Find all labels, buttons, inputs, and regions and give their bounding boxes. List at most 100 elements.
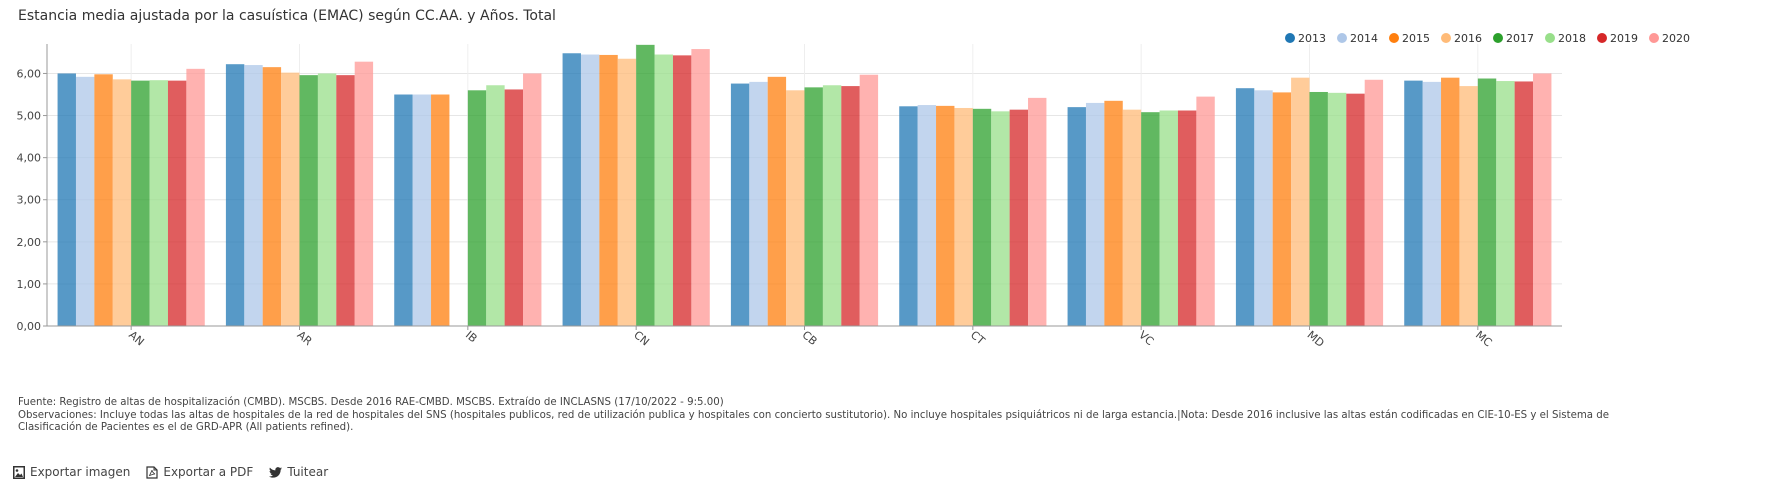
bar-MC-2013[interactable] — [1404, 80, 1423, 326]
legend-label-2017[interactable]: 2017 — [1506, 32, 1534, 45]
bar-AR-2020[interactable] — [354, 61, 374, 326]
bar-CN-2020[interactable] — [691, 49, 710, 326]
bar-AN-2014[interactable] — [75, 76, 95, 326]
bar-CN-2013[interactable] — [562, 53, 581, 326]
bar-MC-2019[interactable] — [1514, 81, 1534, 326]
legend-label-2015[interactable]: 2015 — [1402, 32, 1430, 45]
legend-label-2020[interactable]: 2020 — [1662, 32, 1690, 45]
bar-MD-2019[interactable] — [1346, 93, 1365, 326]
bar-CT-2020[interactable] — [1028, 97, 1047, 326]
bar-CN-2016[interactable] — [617, 58, 637, 326]
bar-CB-2019[interactable] — [841, 86, 860, 326]
bar-AN-2016[interactable] — [112, 79, 132, 326]
bar-AN-2020[interactable] — [186, 68, 205, 327]
bar-CT-2014[interactable] — [917, 105, 937, 327]
legend-swatch-2020[interactable] — [1649, 33, 1659, 43]
bar-AR-2014[interactable] — [244, 65, 263, 327]
bar-CN-2017[interactable] — [636, 44, 655, 326]
legend-swatch-2014[interactable] — [1337, 33, 1347, 43]
bar-VC-2016[interactable] — [1122, 109, 1142, 326]
bar-VC-2018[interactable] — [1159, 110, 1178, 326]
bar-IB-2014[interactable] — [412, 94, 432, 326]
legend-swatch-2017[interactable] — [1493, 33, 1503, 43]
bar-VC-2014[interactable] — [1085, 102, 1105, 326]
bar-CB-2014[interactable] — [749, 81, 768, 326]
bar-IB-2019[interactable] — [504, 89, 524, 326]
legend-swatch-2019[interactable] — [1597, 33, 1607, 43]
bar-CT-2013[interactable] — [899, 106, 918, 326]
bar-MD-2014[interactable] — [1254, 90, 1273, 326]
x-tick-label: AR — [295, 328, 315, 348]
bar-AR-2015[interactable] — [262, 67, 282, 326]
bar-CB-2013[interactable] — [730, 83, 750, 326]
legend-swatch-2015[interactable] — [1389, 33, 1399, 43]
export-image-button[interactable]: Exportar imagen — [13, 465, 130, 479]
pdf-icon — [146, 465, 158, 479]
bar-CN-2019[interactable] — [672, 55, 692, 326]
x-tick-label: CT — [968, 328, 988, 347]
y-tick-label: 4,00 — [17, 152, 42, 165]
bar-CN-2014[interactable] — [580, 54, 600, 326]
tweet-button[interactable]: Tuitear — [269, 465, 328, 479]
bar-VC-2013[interactable] — [1067, 107, 1086, 326]
legend-label-2016[interactable]: 2016 — [1454, 32, 1482, 45]
bar-AN-2017[interactable] — [131, 80, 150, 326]
bar-MC-2015[interactable] — [1441, 77, 1460, 326]
legend-label-2013[interactable]: 2013 — [1298, 32, 1326, 45]
bar-MD-2020[interactable] — [1364, 79, 1384, 326]
tweet-label: Tuitear — [287, 465, 329, 479]
bar-AN-2013[interactable] — [57, 73, 76, 327]
bar-CB-2018[interactable] — [822, 85, 842, 326]
bar-CT-2017[interactable] — [972, 108, 992, 327]
bar-CT-2018[interactable] — [991, 111, 1010, 326]
x-tick-label: VC — [1136, 328, 1156, 348]
bar-IB-2017[interactable] — [467, 90, 487, 326]
bar-AN-2018[interactable] — [149, 80, 168, 326]
bar-CB-2020[interactable] — [859, 74, 879, 326]
bar-MC-2018[interactable] — [1496, 81, 1515, 326]
bar-CB-2016[interactable] — [786, 90, 805, 326]
bar-MD-2018[interactable] — [1327, 92, 1347, 326]
bar-VC-2020[interactable] — [1196, 96, 1215, 326]
bar-MD-2017[interactable] — [1309, 91, 1328, 326]
bar-VC-2015[interactable] — [1104, 100, 1123, 326]
bar-CB-2015[interactable] — [767, 76, 787, 326]
bar-IB-2015[interactable] — [431, 94, 450, 326]
legend-swatch-2013[interactable] — [1285, 33, 1295, 43]
bar-AN-2015[interactable] — [94, 74, 113, 326]
observations-note: Observaciones: Incluye todas las altas d… — [18, 409, 1609, 434]
y-tick-label: 6,00 — [17, 67, 42, 80]
x-tick-label: MD — [1305, 328, 1327, 350]
bar-CT-2019[interactable] — [1009, 109, 1029, 326]
bar-IB-2020[interactable] — [523, 73, 542, 327]
legend-label-2014[interactable]: 2014 — [1350, 32, 1378, 45]
bar-VC-2017[interactable] — [1141, 112, 1160, 326]
bar-AR-2017[interactable] — [299, 75, 318, 326]
bar-MC-2016[interactable] — [1459, 86, 1478, 326]
bar-CT-2015[interactable] — [936, 105, 955, 326]
bar-AN-2019[interactable] — [167, 80, 187, 326]
bar-MC-2014[interactable] — [1422, 81, 1442, 326]
bar-CN-2015[interactable] — [599, 54, 618, 326]
bar-MD-2016[interactable] — [1291, 77, 1310, 326]
legend-swatch-2016[interactable] — [1441, 33, 1451, 43]
bar-IB-2018[interactable] — [486, 85, 505, 326]
bar-CN-2018[interactable] — [654, 54, 673, 326]
export-pdf-button[interactable]: Exportar a PDF — [146, 465, 253, 479]
bar-AR-2018[interactable] — [317, 73, 337, 327]
legend-swatch-2018[interactable] — [1545, 33, 1555, 43]
bar-IB-2013[interactable] — [394, 94, 413, 326]
bar-CB-2017[interactable] — [804, 87, 823, 326]
bar-MD-2015[interactable] — [1272, 92, 1292, 326]
legend-label-2019[interactable]: 2019 — [1610, 32, 1638, 45]
bar-AR-2016[interactable] — [281, 72, 300, 326]
bar-MC-2017[interactable] — [1477, 78, 1497, 326]
bar-VC-2019[interactable] — [1177, 110, 1197, 326]
bar-AR-2019[interactable] — [336, 75, 355, 326]
bar-MC-2020[interactable] — [1533, 73, 1552, 327]
bar-CT-2016[interactable] — [954, 107, 973, 326]
bar-AR-2013[interactable] — [225, 64, 245, 326]
bar-MD-2013[interactable] — [1235, 88, 1255, 326]
image-icon — [13, 465, 25, 479]
legend-label-2018[interactable]: 2018 — [1558, 32, 1586, 45]
